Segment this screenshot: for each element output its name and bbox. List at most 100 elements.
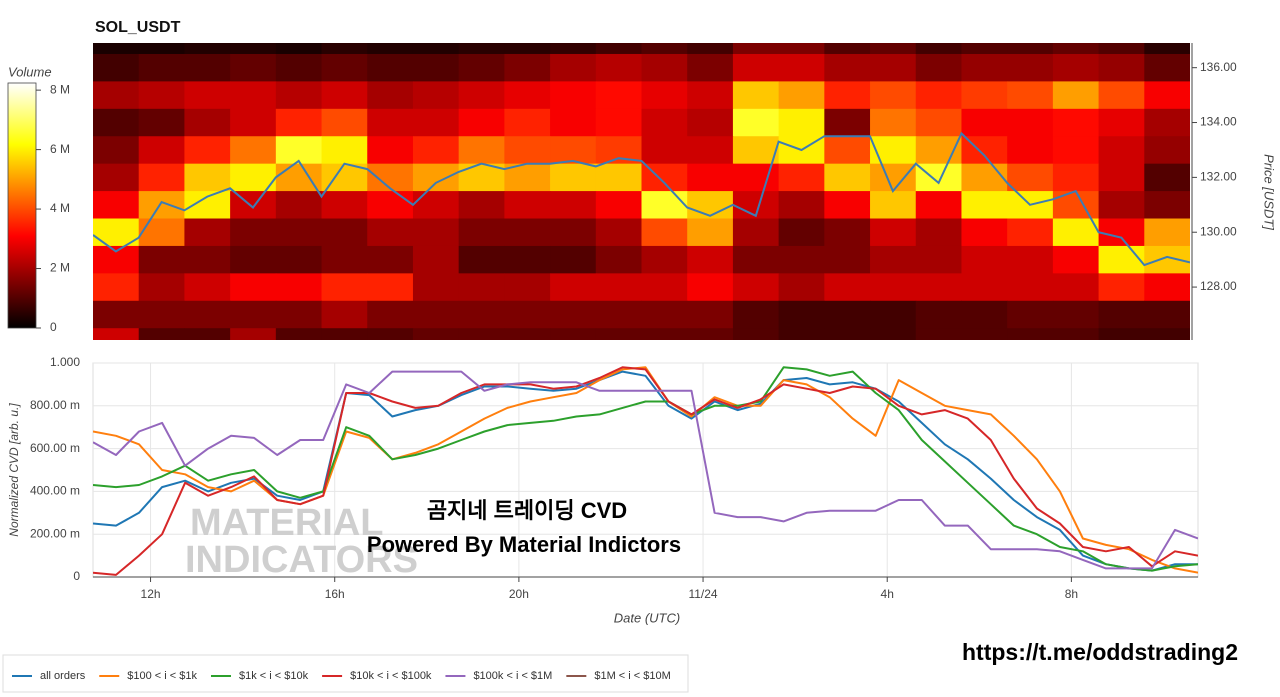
heat-cell	[687, 108, 734, 137]
heat-cell	[641, 108, 688, 137]
x-tick-label: 8h	[1065, 587, 1078, 601]
heat-cell	[1007, 108, 1054, 137]
plot-area	[92, 362, 1199, 578]
heat-cell	[1052, 108, 1100, 137]
heat-cell	[687, 191, 734, 220]
heat-cell	[412, 108, 460, 137]
heat-cell	[93, 81, 140, 110]
heat-cell	[367, 273, 414, 302]
heat-cell	[915, 108, 962, 137]
heat-cell	[824, 163, 871, 192]
heat-cell	[1144, 81, 1190, 110]
heat-cell	[687, 273, 734, 302]
heat-cell	[1144, 300, 1190, 329]
heat-cell	[504, 108, 551, 137]
heat-cell	[961, 245, 1008, 274]
heat-cell	[412, 245, 460, 274]
heat-cell	[504, 136, 551, 165]
heat-cell	[1007, 81, 1054, 110]
heat-cell	[321, 53, 368, 82]
heat-cell	[915, 245, 962, 274]
heat-cell	[458, 273, 505, 302]
heat-cell	[1098, 43, 1145, 55]
heat-cell	[504, 328, 551, 340]
heat-cell	[138, 43, 185, 55]
heat-cell	[367, 53, 414, 82]
heat-cell	[550, 328, 597, 340]
heat-cell	[184, 328, 231, 340]
heat-cell	[412, 81, 460, 110]
heat-cell	[1098, 136, 1145, 165]
y-tick-label: 1.000	[50, 355, 80, 369]
x-tick-label: 4h	[881, 587, 894, 601]
heat-cell	[778, 53, 825, 82]
heat-cell	[1052, 43, 1100, 55]
heat-cell	[732, 163, 780, 192]
heat-cell	[824, 273, 871, 302]
heat-cell	[641, 136, 688, 165]
heat-cell	[595, 245, 642, 274]
heat-cell	[138, 191, 185, 220]
heat-cell	[321, 218, 368, 247]
heat-cell	[641, 43, 688, 55]
heat-cell	[504, 81, 551, 110]
heat-cell	[138, 53, 185, 82]
heat-cell	[321, 328, 368, 340]
heat-cell	[550, 163, 597, 192]
heat-cell	[93, 53, 140, 82]
heat-cell	[1007, 273, 1054, 302]
y-axis-label: Normalized CVD [arb. u.]	[7, 403, 21, 537]
heat-cell	[778, 43, 825, 55]
heat-cell	[321, 136, 368, 165]
heat-cell	[321, 245, 368, 274]
heat-cell	[595, 108, 642, 137]
heat-cell	[1144, 43, 1190, 55]
heat-cell	[687, 245, 734, 274]
heat-cell	[184, 53, 231, 82]
series-line	[93, 370, 1198, 570]
y-tick-label: 0	[73, 569, 80, 583]
heat-cell	[732, 218, 780, 247]
heat-cell	[1144, 191, 1190, 220]
heat-cell	[961, 108, 1008, 137]
heatmap	[93, 43, 1190, 340]
heat-cell	[504, 245, 551, 274]
heat-cell	[595, 43, 642, 55]
heat-cell	[275, 300, 323, 329]
heat-cell	[550, 136, 597, 165]
heat-cell	[184, 108, 231, 137]
series-line	[93, 366, 1198, 576]
heat-cell	[732, 108, 780, 137]
legend-label: $10k < i < $100k	[350, 670, 432, 682]
heat-cell	[138, 218, 185, 247]
heat-cell	[732, 300, 780, 329]
overlay-text: Powered By Material Indictors	[367, 532, 681, 557]
heat-cell	[1007, 43, 1054, 55]
heat-cell	[458, 191, 505, 220]
heat-cell	[93, 108, 140, 137]
heat-cell	[458, 136, 505, 165]
heat-cell	[870, 163, 917, 192]
heat-cell	[321, 43, 368, 55]
heat-cell	[93, 43, 140, 55]
heat-cell	[138, 300, 185, 329]
heat-cell	[961, 273, 1008, 302]
heat-cell	[961, 81, 1008, 110]
heat-cell	[550, 53, 597, 82]
colorbar-tick-label: 2 M	[50, 261, 70, 275]
heat-cell	[504, 273, 551, 302]
heat-cell	[458, 328, 505, 340]
heat-cell	[687, 218, 734, 247]
heat-cell	[321, 191, 368, 220]
heat-cell	[687, 300, 734, 329]
heat-cell	[275, 43, 323, 55]
heat-cell	[184, 218, 231, 247]
heat-cell	[367, 218, 414, 247]
heat-cell	[1052, 300, 1100, 329]
heat-cell	[641, 218, 688, 247]
heat-cell	[367, 163, 414, 192]
heat-cell	[367, 191, 414, 220]
heat-cell	[1098, 273, 1145, 302]
heat-cell	[93, 163, 140, 192]
y-tick-label: 400.00 m	[30, 484, 80, 498]
